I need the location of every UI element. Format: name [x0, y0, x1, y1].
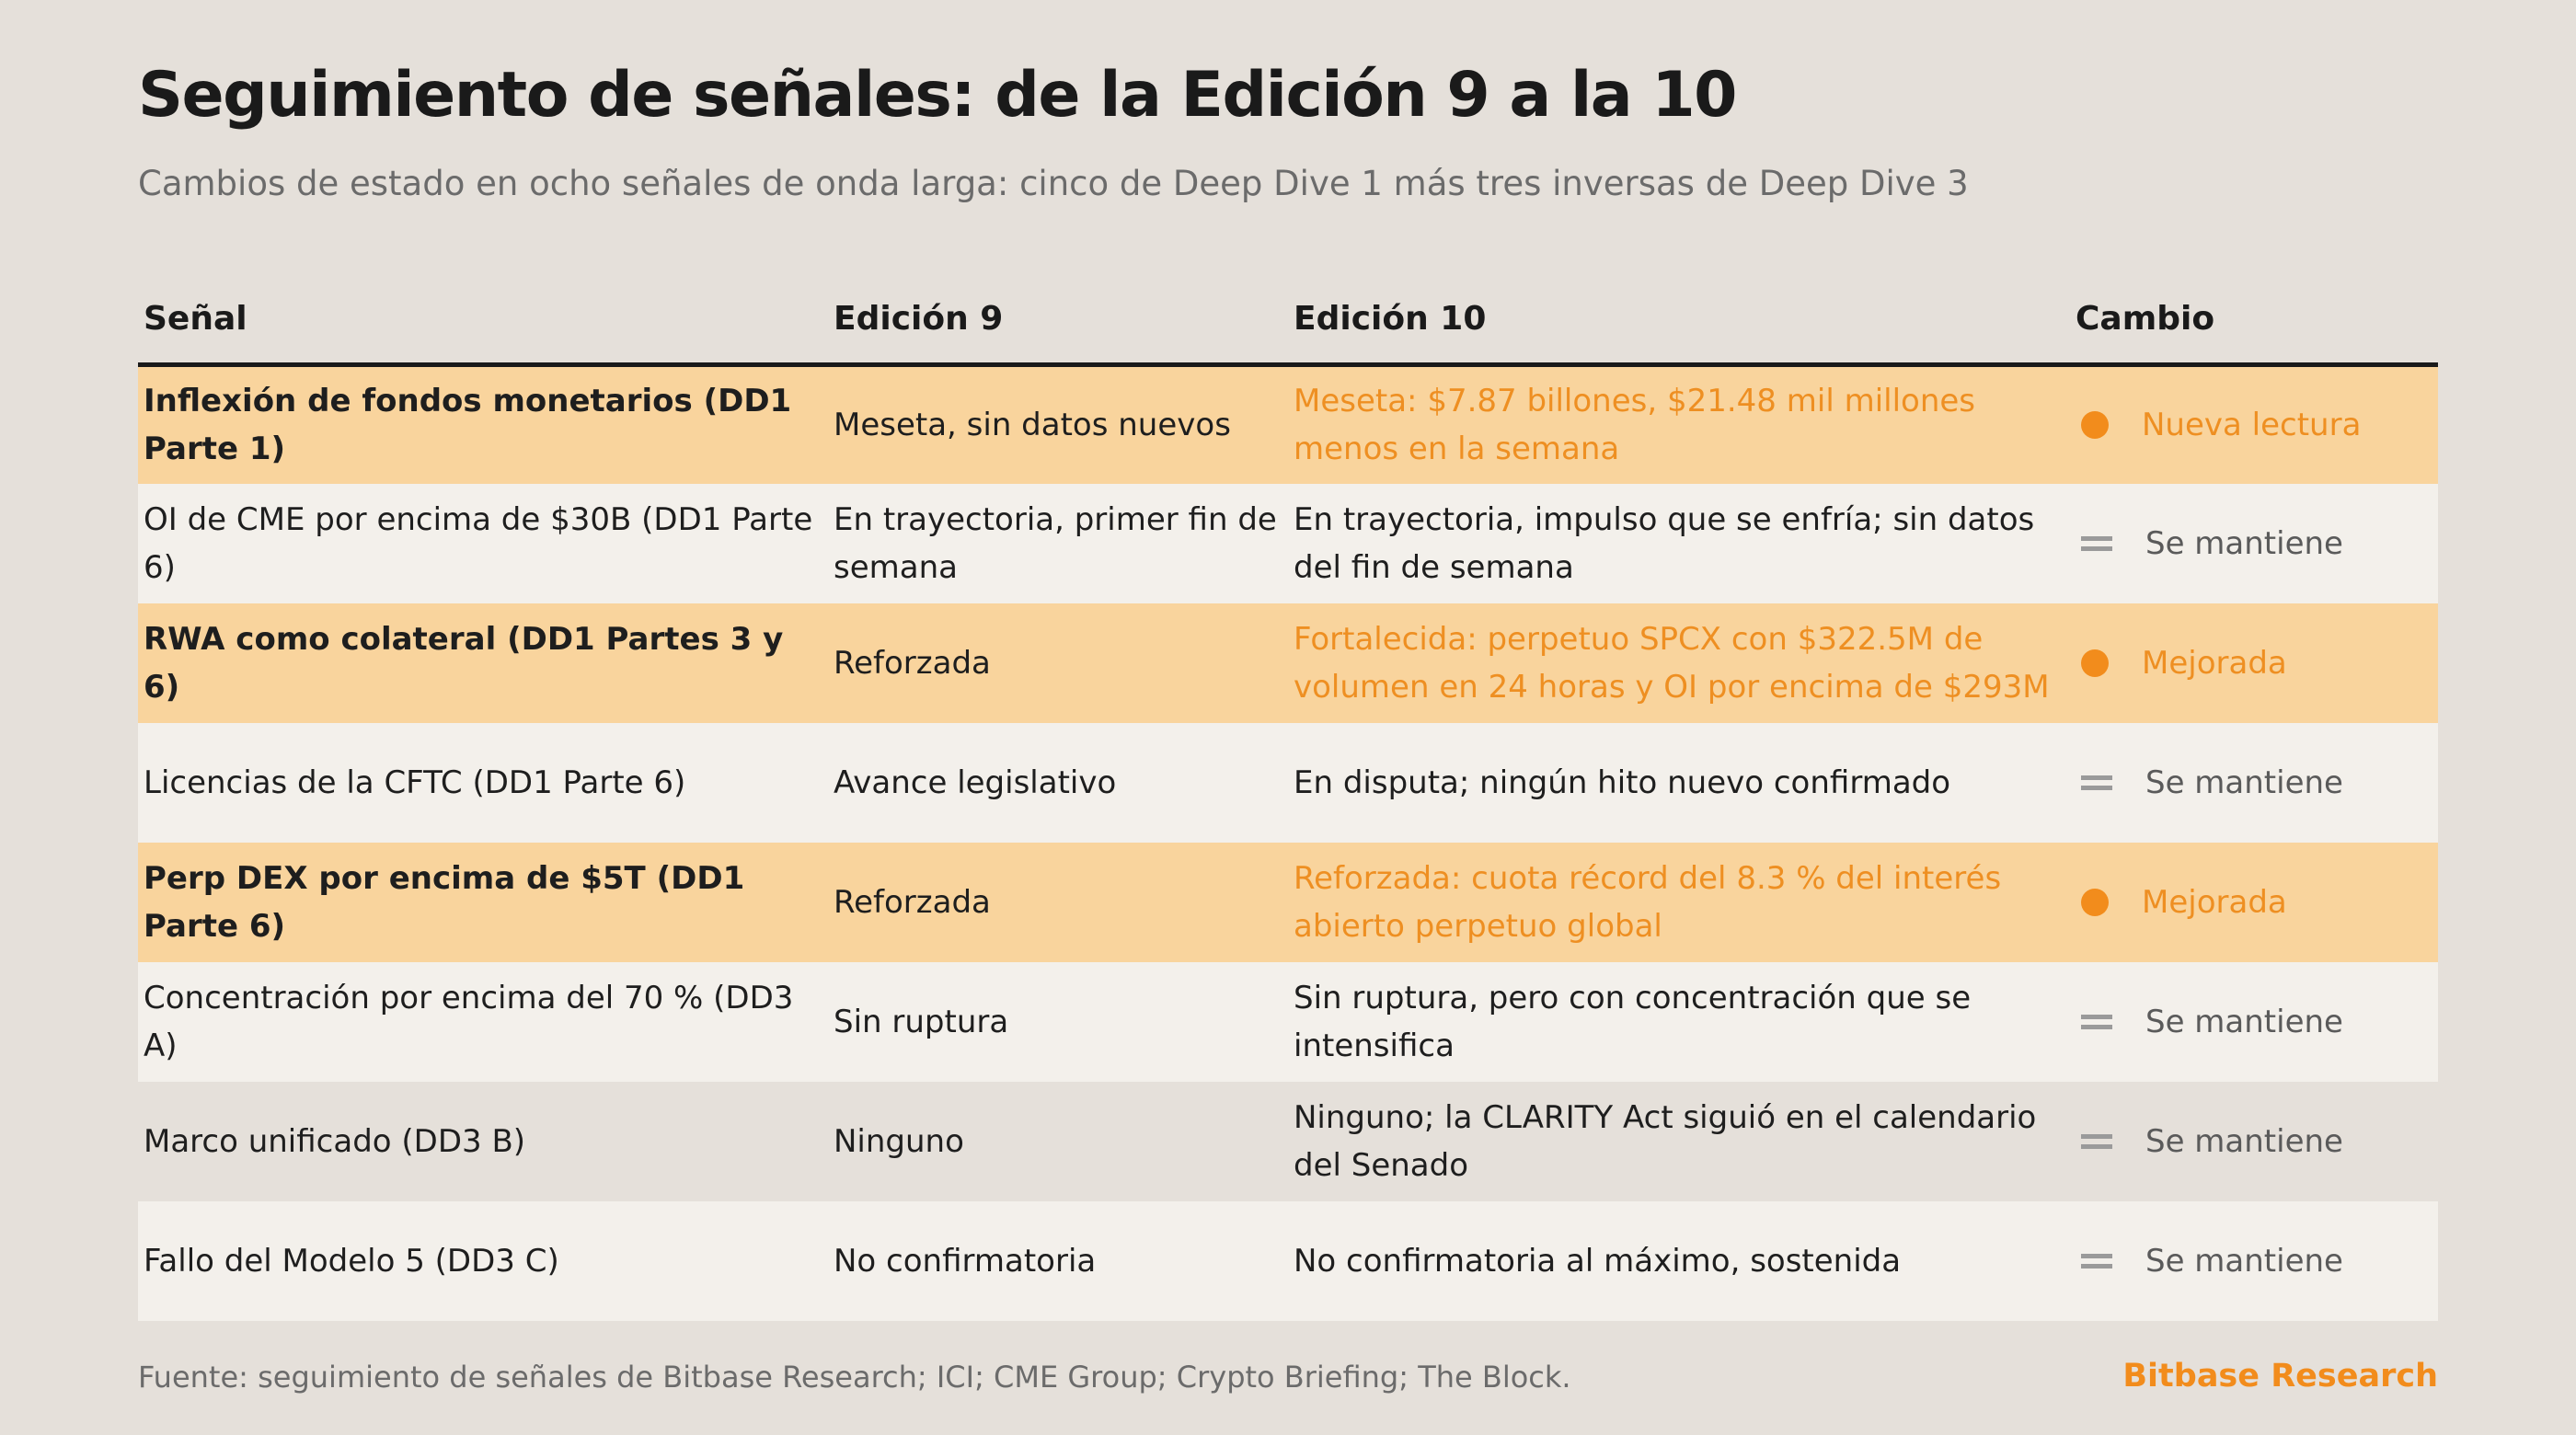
- edition9-cell: En trayectoria, primer fin de semana: [828, 484, 1288, 603]
- signal-cell: Inflexión de fondos monetarios (DD1 Part…: [138, 364, 828, 484]
- dot-icon: [2081, 649, 2109, 677]
- change-label: Mejorada: [2142, 884, 2287, 921]
- signal-cell: Marco unificado (DD3 B): [138, 1082, 828, 1201]
- dot-icon: [2081, 411, 2109, 440]
- page-subtitle: Cambios de estado en ocho señales de ond…: [138, 164, 1969, 203]
- table-row: Concentración por encima del 70 % (DD3 A…: [138, 962, 2438, 1082]
- signal-cell: OI de CME por encima de $30B (DD1 Parte …: [138, 484, 828, 603]
- edition10-cell: Sin ruptura, pero con concentración que …: [1288, 962, 2070, 1082]
- change-label: Se mantiene: [2145, 1004, 2343, 1040]
- edition10-cell: Fortalecida: perpetuo SPCX con $322.5M d…: [1288, 603, 2070, 723]
- table-row: Fallo del Modelo 5 (DD3 C) No confirmato…: [138, 1201, 2438, 1321]
- source-note: Fuente: seguimiento de señales de Bitbas…: [138, 1360, 1571, 1395]
- edition9-cell: Meseta, sin datos nuevos: [828, 364, 1288, 484]
- edition10-cell: Meseta: $7.87 billones, $21.48 mil millo…: [1288, 364, 2070, 484]
- change-cell: Mejorada: [2070, 603, 2438, 723]
- edition10-cell: No confirmatoria al máximo, sostenida: [1288, 1201, 2070, 1321]
- change-label: Se mantiene: [2145, 525, 2343, 562]
- change-label: Nueva lectura: [2142, 407, 2362, 444]
- table-row: Licencias de la CFTC (DD1 Parte 6) Avanc…: [138, 723, 2438, 843]
- change-label: Mejorada: [2142, 645, 2287, 682]
- edition10-cell: Ninguno; la CLARITY Act siguió en el cal…: [1288, 1082, 2070, 1201]
- table-row: Perp DEX por encima de $5T (DD1 Parte 6)…: [138, 843, 2438, 962]
- equals-icon: [2081, 772, 2112, 794]
- change-label: Se mantiene: [2145, 1123, 2343, 1160]
- change-label: Se mantiene: [2145, 764, 2343, 801]
- table-row: OI de CME por encima de $30B (DD1 Parte …: [138, 484, 2438, 603]
- change-cell: Se mantiene: [2070, 484, 2438, 603]
- header-edition-9: Edición 9: [828, 276, 1288, 367]
- table-header-row: Señal Edición 9 Edición 10 Cambio: [138, 276, 2438, 367]
- signal-cell: RWA como colateral (DD1 Partes 3 y 6): [138, 603, 828, 723]
- signals-table: Señal Edición 9 Edición 10 Cambio Inflex…: [138, 276, 2438, 1321]
- equals-icon: [2081, 1250, 2112, 1272]
- header-signal: Señal: [138, 276, 828, 367]
- edition9-cell: No confirmatoria: [828, 1201, 1288, 1321]
- equals-icon: [2081, 533, 2112, 555]
- signal-cell: Licencias de la CFTC (DD1 Parte 6): [138, 723, 828, 843]
- signal-cell: Concentración por encima del 70 % (DD3 A…: [138, 962, 828, 1082]
- edition9-cell: Ninguno: [828, 1082, 1288, 1201]
- edition10-cell: En trayectoria, impulso que se enfría; s…: [1288, 484, 2070, 603]
- header-edition-10: Edición 10: [1288, 276, 2070, 367]
- signal-cell: Perp DEX por encima de $5T (DD1 Parte 6): [138, 843, 828, 962]
- equals-icon: [2081, 1011, 2112, 1033]
- change-cell: Se mantiene: [2070, 723, 2438, 843]
- edition9-cell: Reforzada: [828, 843, 1288, 962]
- header-change: Cambio: [2070, 276, 2438, 367]
- edition10-cell: Reforzada: cuota récord del 8.3 % del in…: [1288, 843, 2070, 962]
- edition10-cell: En disputa; ningún hito nuevo confirmado: [1288, 723, 2070, 843]
- change-label: Se mantiene: [2145, 1243, 2343, 1280]
- change-cell: Se mantiene: [2070, 962, 2438, 1082]
- edition9-cell: Sin ruptura: [828, 962, 1288, 1082]
- change-cell: Se mantiene: [2070, 1082, 2438, 1201]
- signal-cell: Fallo del Modelo 5 (DD3 C): [138, 1201, 828, 1321]
- table-row: Inflexión de fondos monetarios (DD1 Part…: [138, 364, 2438, 484]
- equals-icon: [2081, 1131, 2112, 1153]
- table-row: Marco unificado (DD3 B) Ninguno Ninguno;…: [138, 1082, 2438, 1201]
- change-cell: Mejorada: [2070, 843, 2438, 962]
- brand-logo-text: Bitbase Research: [2122, 1358, 2438, 1395]
- change-cell: Se mantiene: [2070, 1201, 2438, 1321]
- table-row: RWA como colateral (DD1 Partes 3 y 6) Re…: [138, 603, 2438, 723]
- page-title: Seguimiento de señales: de la Edición 9 …: [138, 59, 1737, 132]
- edition9-cell: Avance legislativo: [828, 723, 1288, 843]
- change-cell: Nueva lectura: [2070, 364, 2438, 484]
- edition9-cell: Reforzada: [828, 603, 1288, 723]
- dot-icon: [2081, 889, 2109, 916]
